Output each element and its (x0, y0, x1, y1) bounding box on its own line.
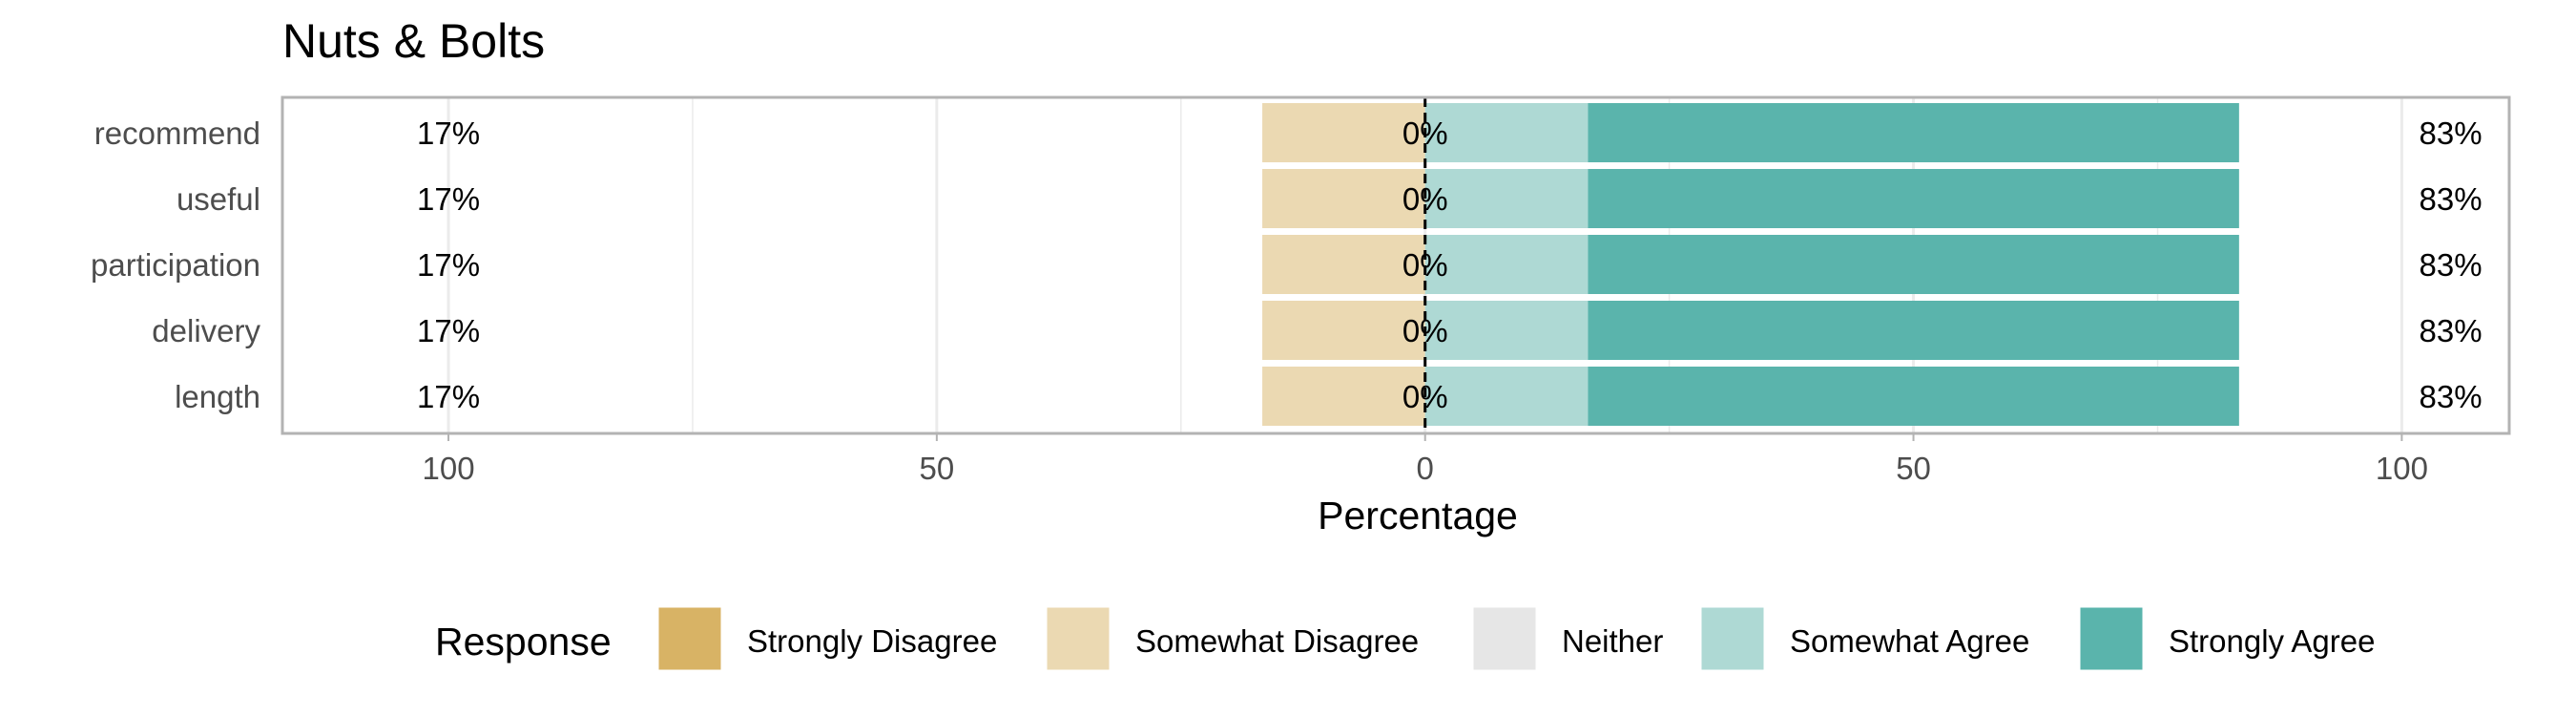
bar-segment (1588, 103, 2239, 162)
x-axis-ticks: 100 50 0 50 100 (422, 433, 2428, 486)
neutral-percent-label: 0% (1402, 247, 1448, 283)
low-percent-label: 17% (417, 116, 480, 151)
high-percent-label: 83% (2420, 181, 2483, 217)
y-axis-label: delivery (152, 313, 260, 348)
bar-segment (1588, 235, 2239, 294)
legend-label: Somewhat Disagree (1135, 623, 1419, 659)
bar-segment (1262, 301, 1425, 360)
high-percent-label: 83% (2420, 247, 2483, 283)
bar-segment (1262, 235, 1425, 294)
plot-panel-border (280, 95, 2511, 435)
bar-segment (1424, 235, 1589, 294)
y-axis-label: participation (91, 247, 260, 283)
legend-label: Strongly Disagree (747, 623, 997, 659)
high-percent-label: 83% (2420, 379, 2483, 414)
legend: Response Strongly Disagree Somewhat Disagr… (435, 606, 2375, 671)
bar-segment (1262, 169, 1425, 228)
x-axis-title: Percentage (1318, 494, 1518, 537)
bar-segment (1424, 301, 1589, 360)
bar-segment (1424, 367, 1589, 426)
legend-key (1700, 606, 1765, 671)
legend-label: Somewhat Agree (1790, 623, 2029, 659)
legend-title: Response (435, 620, 612, 663)
bar-segment (1424, 103, 1589, 162)
legend-label: Strongly Agree (2169, 623, 2375, 659)
bar-segment (1588, 169, 2239, 228)
x-tick-label: 100 (2376, 451, 2428, 486)
y-axis-label: useful (177, 181, 260, 217)
x-tick-label: 50 (1896, 451, 1931, 486)
legend-label: Neither (1562, 623, 1663, 659)
percent-labels: 17% 0% 83% 17% 0% 83% 17% 0% 83% 17% 0% 83% 17% 0% 83% (417, 116, 2483, 414)
bars (1262, 103, 2239, 426)
legend-key (1472, 606, 1537, 671)
high-percent-label: 83% (2420, 116, 2483, 151)
y-axis-label: recommend (94, 116, 260, 151)
x-tick-label: 0 (1417, 451, 1434, 486)
low-percent-label: 17% (417, 247, 480, 283)
y-axis-label: length (175, 379, 260, 414)
y-axis-labels: recommend useful participation delivery leng… (91, 116, 260, 414)
x-tick-label: 100 (422, 451, 474, 486)
neutral-percent-label: 0% (1402, 313, 1448, 348)
low-percent-label: 17% (417, 313, 480, 348)
bar-segment (1424, 169, 1589, 228)
bar-segment (1588, 301, 2239, 360)
legend-key (2079, 606, 2144, 671)
x-tick-label: 50 (920, 451, 955, 486)
low-percent-label: 17% (417, 379, 480, 414)
neutral-percent-label: 0% (1402, 181, 1448, 217)
chart-title: Nuts & Bolts (282, 14, 545, 68)
high-percent-label: 83% (2420, 313, 2483, 348)
legend-key (657, 606, 722, 671)
low-percent-label: 17% (417, 181, 480, 217)
neutral-percent-label: 0% (1402, 116, 1448, 151)
legend-key (1046, 606, 1111, 671)
bar-segment (1262, 367, 1425, 426)
bar-segment (1262, 103, 1425, 162)
neutral-percent-label: 0% (1402, 379, 1448, 414)
bar-segment (1588, 367, 2239, 426)
